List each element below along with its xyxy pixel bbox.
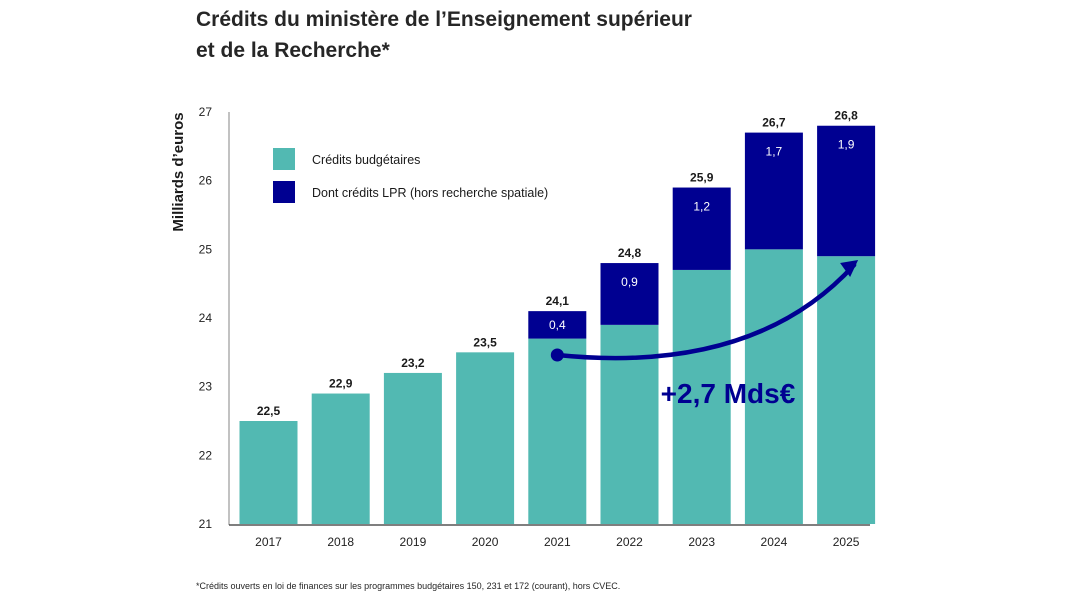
bar-budget-2019 xyxy=(383,372,442,524)
y-axis: 21 22 23 24 25 26 27 Milliards d’euros xyxy=(170,105,230,531)
total-value-label: 23,2 xyxy=(401,356,425,370)
x-tick-label: 2020 xyxy=(472,535,499,549)
bar-budget-2023 xyxy=(672,269,731,524)
y-tick-label: 22 xyxy=(199,448,213,462)
legend-swatch-budget xyxy=(273,148,295,170)
y-tick-label: 21 xyxy=(199,517,213,531)
lpr-value-label: 1,9 xyxy=(838,138,855,152)
y-tick-label: 24 xyxy=(199,311,213,325)
total-value-label: 22,5 xyxy=(257,404,281,418)
bar-budget-2025 xyxy=(817,256,876,524)
bar-lpr-2024 xyxy=(744,132,803,250)
lpr-value-label: 1,7 xyxy=(766,145,783,159)
x-tick-label: 2018 xyxy=(327,535,354,549)
y-tick-label: 25 xyxy=(199,242,213,256)
y-tick-label: 27 xyxy=(199,105,213,119)
x-tick-label: 2021 xyxy=(544,535,571,549)
x-tick-label: 2025 xyxy=(833,535,860,549)
data-labels: 22,5 22,9 23,2 23,5 0,4 24,1 0,9 24,8 1,2 25,9 1,7… xyxy=(257,109,858,418)
bar-lpr-2025 xyxy=(817,125,876,257)
total-value-label: 26,7 xyxy=(762,116,786,130)
stacked-bar-chart: 21 22 23 24 25 26 27 Milliards d’euros 2017 2018… xyxy=(170,105,876,549)
x-tick-label: 2022 xyxy=(616,535,643,549)
legend-label-lpr: Dont crédits LPR (hors recherche spatial… xyxy=(312,186,548,200)
lpr-value-label: 0,4 xyxy=(549,318,566,332)
bar-budget-2018 xyxy=(311,393,370,524)
lpr-value-label: 1,2 xyxy=(693,200,710,214)
chart-title-line-2: et de la Recherche* xyxy=(196,39,390,62)
footnote: *Crédits ouverts en loi de finances sur … xyxy=(196,581,621,591)
total-value-label: 24,1 xyxy=(546,294,570,308)
growth-arrow xyxy=(555,262,857,361)
y-axis-title: Milliards d’euros xyxy=(170,112,187,231)
x-tick-label: 2024 xyxy=(761,535,788,549)
legend-swatch-lpr xyxy=(273,181,295,203)
bar-lpr-2023 xyxy=(672,187,731,270)
legend: Crédits budgétaires Dont crédits LPR (hor… xyxy=(273,148,548,203)
y-tick-label: 23 xyxy=(199,380,213,394)
total-value-label: 26,8 xyxy=(834,109,858,123)
total-value-label: 25,9 xyxy=(690,171,714,185)
x-tick-label: 2023 xyxy=(688,535,715,549)
total-value-label: 23,5 xyxy=(473,335,497,349)
bar-lpr-2021 xyxy=(528,311,587,339)
bar-budget-2020 xyxy=(456,352,515,524)
growth-annotation: +2,7 Mds€ xyxy=(550,260,859,409)
x-tick-label: 2019 xyxy=(400,535,427,549)
growth-label: +2,7 Mds€ xyxy=(661,378,796,409)
bar-lpr-2022 xyxy=(600,263,659,325)
total-value-label: 24,8 xyxy=(618,246,642,260)
lpr-value-label: 0,9 xyxy=(621,275,638,289)
x-tick-label: 2017 xyxy=(255,535,282,549)
bar-budget-2017 xyxy=(239,421,298,524)
bar-budget-2024 xyxy=(744,249,803,525)
legend-label-budget: Crédits budgétaires xyxy=(312,153,420,167)
chart-title: Crédits du ministère de l’Enseignement s… xyxy=(196,4,816,66)
x-axis: 2017 2018 2019 2020 2021 2022 2023 2024 2025 xyxy=(229,524,870,549)
total-value-label: 22,9 xyxy=(329,377,353,391)
y-tick-label: 26 xyxy=(199,174,213,188)
arrow-head xyxy=(840,260,859,277)
chart-title-line-1: Crédits du ministère de l’Enseignement s… xyxy=(196,8,692,31)
bar-budget-2021 xyxy=(528,338,587,524)
